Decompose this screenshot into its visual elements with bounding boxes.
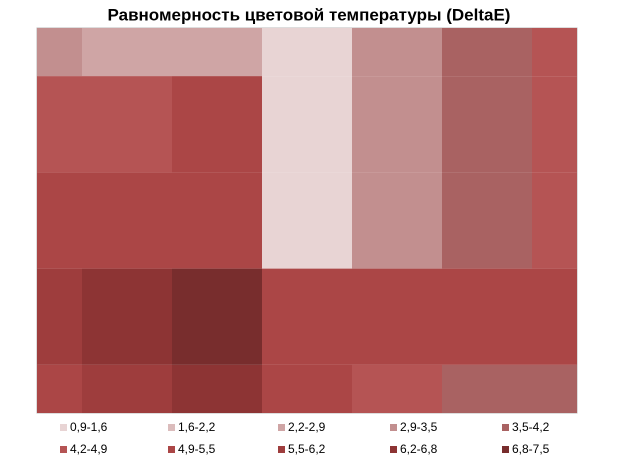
surface-cell — [442, 268, 532, 365]
surface-cell — [352, 268, 442, 365]
surface-cell — [262, 28, 352, 77]
surface-cell — [37, 76, 82, 173]
legend-swatch — [60, 446, 67, 453]
surface-cell — [532, 76, 577, 173]
surface-cell — [172, 76, 262, 173]
legend-label: 4,2-4,9 — [70, 442, 108, 456]
legend-swatch — [502, 424, 509, 431]
legend-label: 2,9-3,5 — [400, 420, 438, 434]
surface-cell — [262, 364, 352, 413]
surface-cell — [172, 28, 262, 77]
legend-label: 1,6-2,2 — [178, 420, 216, 434]
surface-cell — [82, 28, 172, 77]
legend-label: 3,5-4,2 — [512, 420, 550, 434]
surface-cell — [82, 172, 172, 269]
chart-title: Равномерность цветовой температуры (Delt… — [108, 5, 511, 24]
surface-cell — [352, 76, 442, 173]
legend-swatch — [278, 424, 285, 431]
surface-cell — [532, 364, 577, 413]
surface-cell — [262, 76, 352, 173]
legend-label: 0,9-1,6 — [70, 420, 108, 434]
surface-cell — [352, 28, 442, 77]
legend-swatch — [168, 424, 175, 431]
surface-cell — [82, 268, 172, 365]
surface-cell — [82, 364, 172, 413]
surface-cell — [532, 268, 577, 365]
surface — [37, 28, 577, 413]
surface-cell — [442, 364, 532, 413]
surface-cell — [352, 364, 442, 413]
legend-label: 6,2-6,8 — [400, 442, 438, 456]
legend-label: 5,5-6,2 — [288, 442, 326, 456]
surface-cell — [442, 28, 532, 77]
surface-cell — [37, 364, 82, 413]
legend: 0,9-1,6 1,6-2,2 2,2-2,9 2,9-3,5 3,5-4,2 4,2-4… — [60, 420, 550, 456]
surface-cell — [172, 172, 262, 269]
legend-swatch — [60, 424, 67, 431]
surface-cell — [37, 268, 82, 365]
legend-swatch — [278, 446, 285, 453]
surface-cell — [172, 268, 262, 365]
surface-cell — [532, 172, 577, 269]
surface-cell — [172, 364, 262, 413]
legend-label: 6,8-7,5 — [512, 442, 550, 456]
surface-cell — [262, 268, 352, 365]
surface-cell — [442, 172, 532, 269]
legend-label: 2,2-2,9 — [288, 420, 326, 434]
surface-cell — [442, 76, 532, 173]
surface-cell — [82, 76, 172, 173]
surface-cell — [37, 172, 82, 269]
surface-cell — [352, 172, 442, 269]
legend-swatch — [168, 446, 175, 453]
surface-cell — [262, 172, 352, 269]
legend-swatch — [390, 424, 397, 431]
legend-label: 4,9-5,5 — [178, 442, 216, 456]
surface-cell — [532, 28, 577, 77]
surface-cell — [37, 28, 82, 77]
legend-swatch — [390, 446, 397, 453]
legend-swatch — [502, 446, 509, 453]
